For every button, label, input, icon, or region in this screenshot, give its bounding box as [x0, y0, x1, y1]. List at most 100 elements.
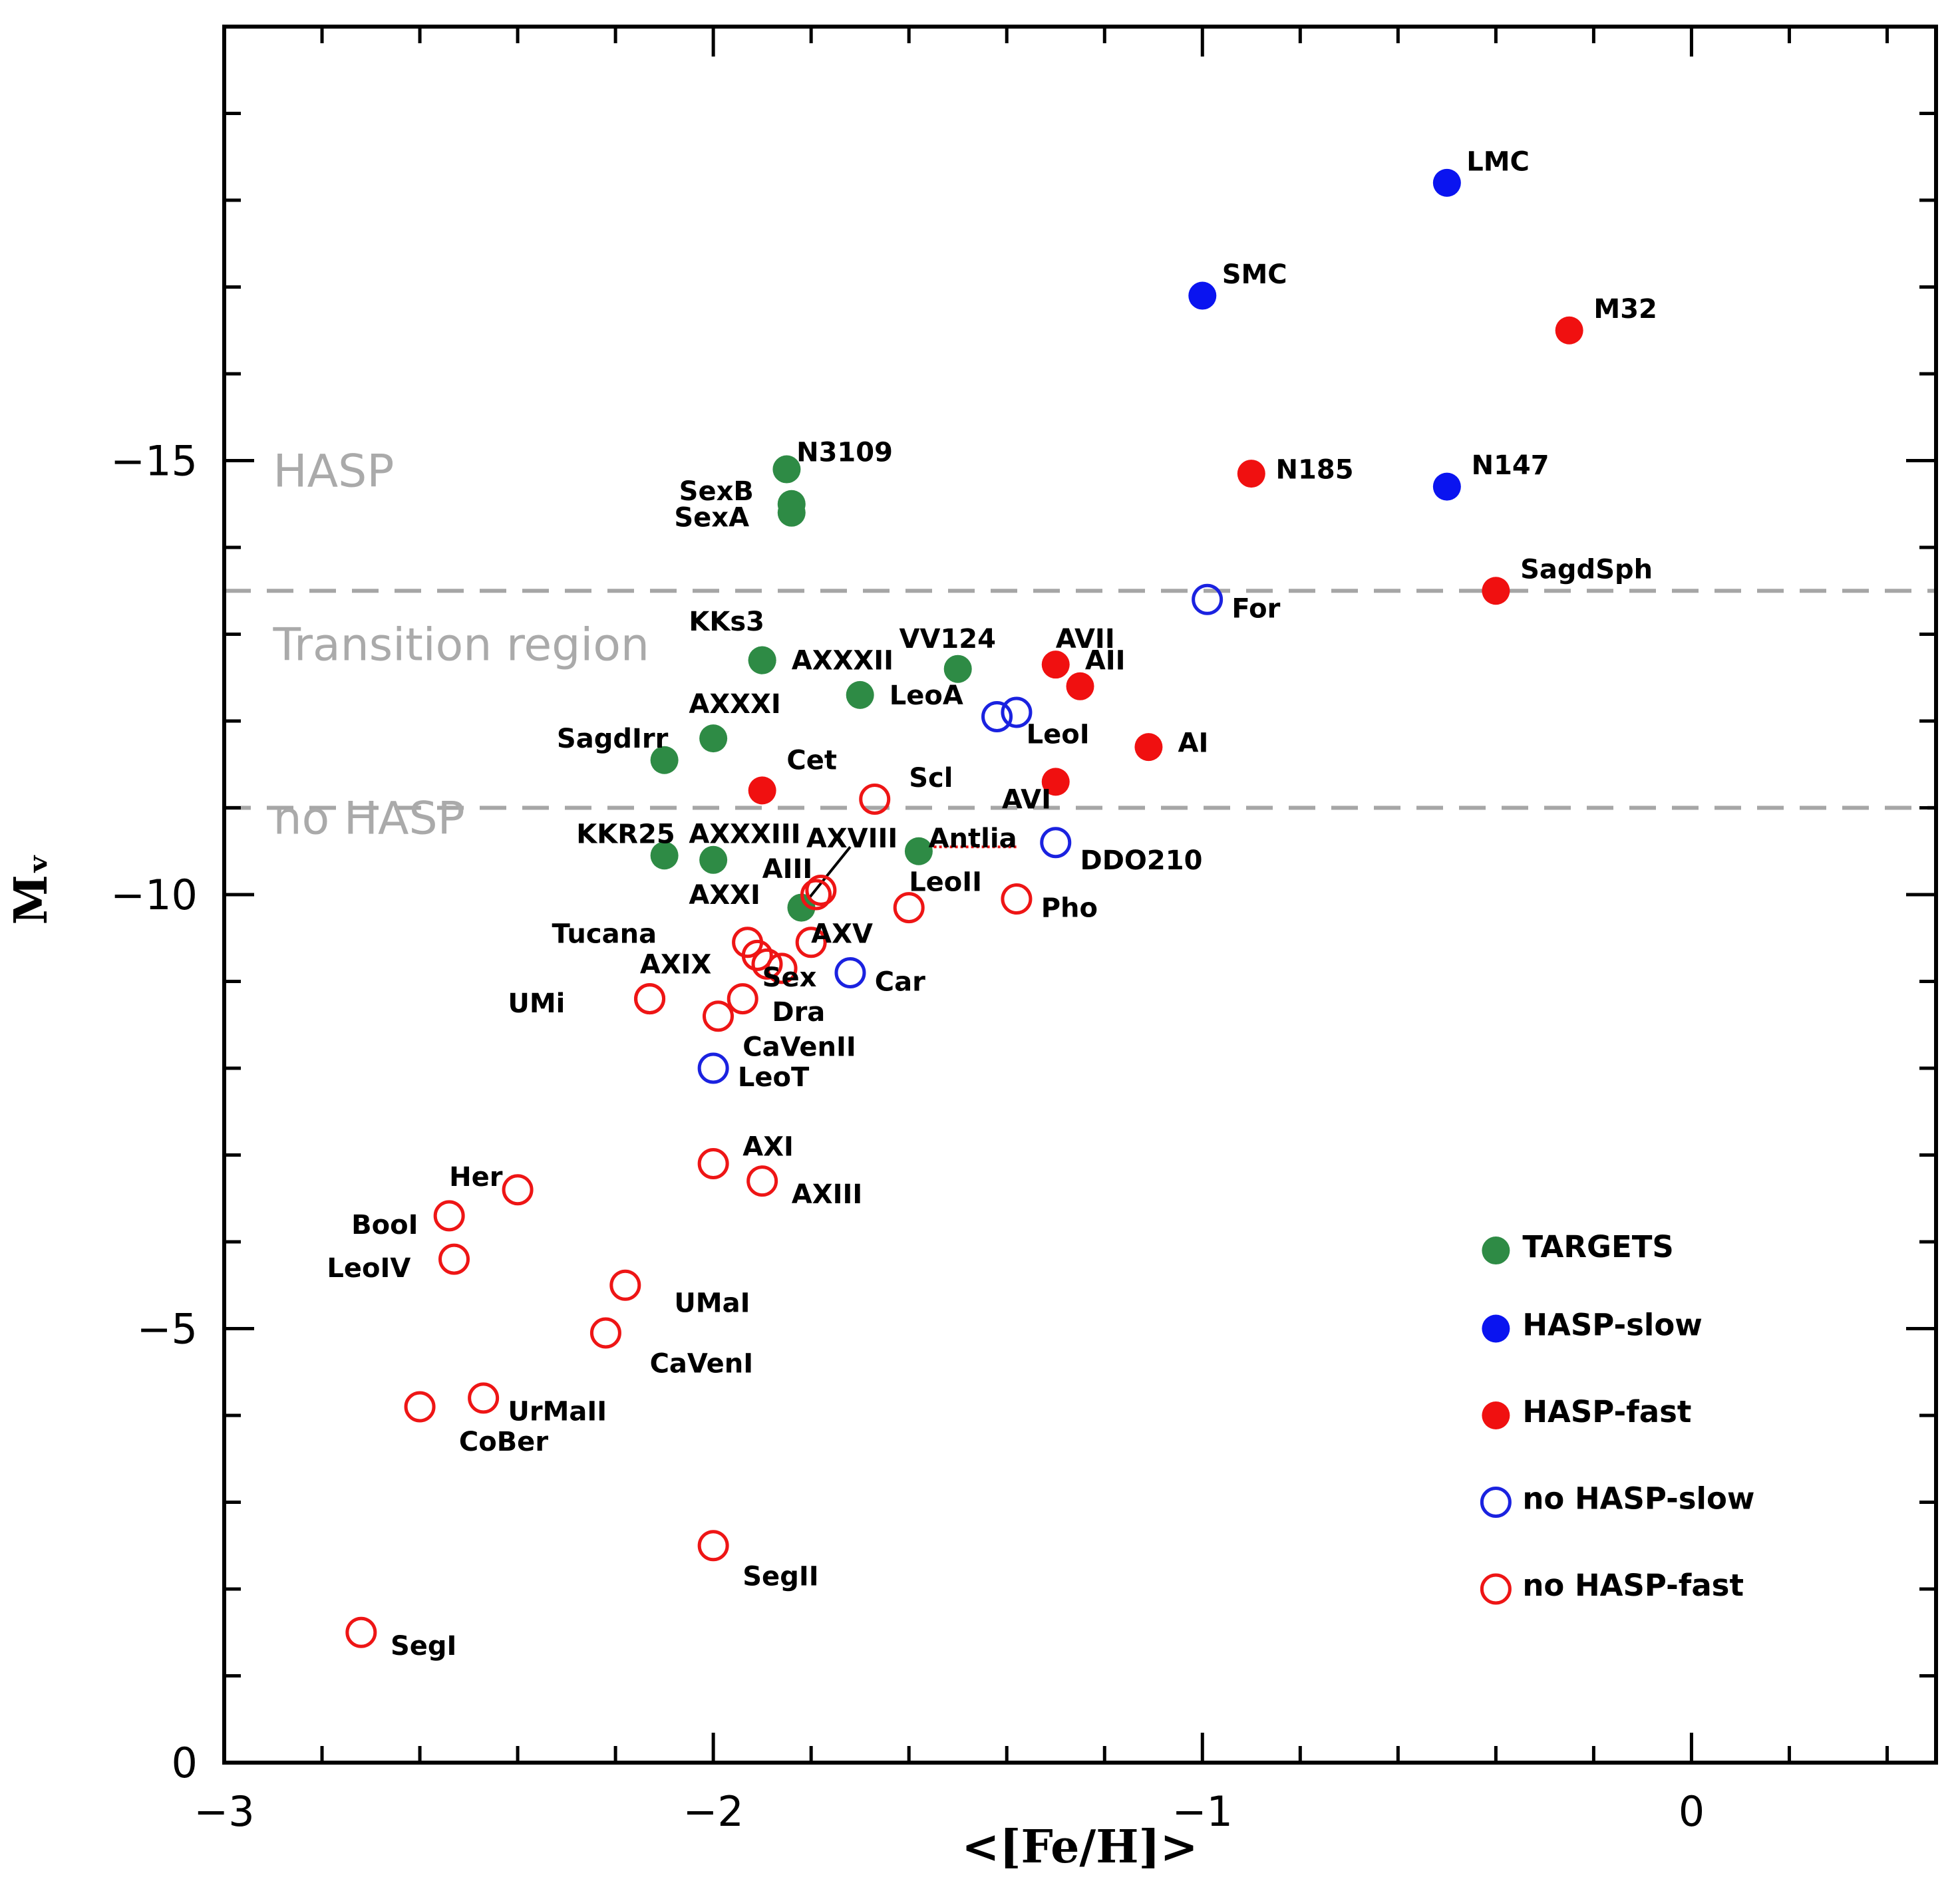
data-point-nohasp_slow [981, 700, 1013, 732]
point-label: LeoT [738, 1062, 810, 1093]
point-label: Tucana [552, 919, 657, 950]
data-point-nohasp_slow [697, 1052, 729, 1084]
legend-label: no HASP-fast [1522, 1568, 1744, 1603]
x-tick-label: −1 [1172, 1787, 1233, 1836]
data-point-nohasp_fast [766, 952, 798, 984]
point-label: UrMaII [508, 1396, 607, 1427]
point-label: Car [875, 967, 925, 998]
y-tick-label: −15 [110, 437, 198, 486]
data-points [345, 168, 1583, 1648]
data-point-hasp_slow [1432, 472, 1461, 501]
data-point-nohasp_fast [345, 1616, 377, 1648]
point-label: CaVenII [742, 1032, 856, 1062]
point-label: N147 [1472, 450, 1550, 481]
data-point-nohasp_fast [609, 1269, 641, 1301]
y-tick-label: 0 [172, 1739, 198, 1787]
point-label: KKs3 [689, 607, 764, 637]
data-point-target [787, 893, 816, 922]
data-point-target [904, 837, 933, 865]
data-point-target [777, 498, 806, 527]
point-label: LMC [1466, 146, 1530, 177]
point-label: AVII [1056, 624, 1115, 655]
point-label: AXXI [689, 880, 760, 911]
data-point-nohasp_fast [438, 1243, 470, 1275]
legend-label: HASP-fast [1522, 1394, 1691, 1429]
boundary-lines [224, 589, 1936, 810]
legend-marker-target [1482, 1237, 1510, 1265]
data-point-nohasp_fast [800, 879, 832, 911]
x-tick-label: 0 [1679, 1787, 1705, 1836]
legend-marker-nohasp_fast [1480, 1573, 1512, 1605]
point-label: SagdIrr [557, 724, 669, 754]
point-label: SegI [391, 1631, 456, 1662]
point-label: LeoIV [327, 1253, 410, 1284]
point-label: Pho [1041, 893, 1098, 924]
data-point-target [772, 455, 801, 484]
point-label: AI [1178, 728, 1209, 759]
legend: TARGETS HASP-slow HASP-fast no HASP-slow no … [1480, 1229, 1754, 1605]
x-axis-title: <[Fe/H]> [961, 1820, 1198, 1874]
point-label: DDO210 [1080, 845, 1203, 876]
point-label: AXXXI [689, 689, 780, 720]
point-label: VV124 [899, 624, 995, 655]
data-point-nohasp_fast [468, 1382, 500, 1414]
data-point-nohasp_fast [697, 1530, 729, 1562]
point-label: LeoII [909, 867, 982, 897]
point-label: For [1231, 593, 1280, 624]
data-point-nohasp_fast [589, 1317, 621, 1349]
point-label: AXIII [792, 1179, 862, 1210]
data-point-nohasp_slow [1040, 827, 1072, 859]
data-point-nohasp_fast [502, 1174, 534, 1206]
data-point-hasp_fast [1237, 460, 1265, 488]
point-label: N3109 [796, 437, 893, 468]
data-point-nohasp_slow [1001, 696, 1033, 728]
point-label: Cet [786, 746, 837, 776]
data-point-nohasp_fast [893, 892, 925, 924]
point-label: SexA [674, 502, 749, 533]
data-point-hasp_slow [1188, 281, 1217, 310]
legend-marker-hasp_fast [1482, 1401, 1510, 1429]
legend-label: no HASP-slow [1522, 1481, 1754, 1517]
point-label: AVI [1002, 784, 1051, 815]
point-label: AII [1085, 646, 1126, 676]
y-tick-label: −5 [137, 1305, 198, 1354]
point-label: Scl [909, 763, 953, 794]
point-label: CoBer [459, 1427, 548, 1457]
point-label: SexB [679, 476, 754, 507]
point-label: LeoI [1027, 720, 1090, 750]
data-point-target [699, 845, 728, 874]
y-axis-title: Mᵥ [5, 853, 58, 925]
point-label: Her [449, 1162, 503, 1193]
point-label: AXVIII [806, 823, 898, 854]
data-point-target [650, 841, 679, 870]
point-label: Sex [762, 962, 817, 993]
point-label: CaVenI [650, 1349, 754, 1380]
data-point-target [943, 655, 972, 683]
data-point-nohasp_fast [859, 783, 891, 815]
point-label: M32 [1593, 294, 1657, 325]
data-point-nohasp_fast [746, 1165, 778, 1197]
data-point-target [650, 746, 679, 774]
data-point-hasp_fast [1041, 651, 1070, 679]
point-label: UMi [508, 988, 565, 1019]
data-point-nohasp_fast [433, 1200, 465, 1232]
point-label: AXV [811, 919, 873, 950]
point-label: LeoA [890, 680, 963, 711]
point-label: N185 [1276, 455, 1354, 486]
axis-ticks [222, 27, 1936, 1765]
point-label: BooI [351, 1210, 418, 1240]
data-point-nohasp_fast [741, 939, 773, 971]
point-label: SegII [742, 1561, 818, 1592]
point-label: AXIX [640, 949, 712, 980]
region-label: HASP [273, 446, 395, 498]
legend-marker-hasp_slow [1482, 1314, 1510, 1343]
region-labels: HASP Transition region no HASP [273, 446, 650, 845]
data-point-nohasp_fast [702, 1000, 734, 1032]
data-point-nohasp_fast [404, 1391, 436, 1423]
data-point-hasp_fast [1041, 768, 1070, 796]
legend-label: HASP-slow [1522, 1308, 1702, 1343]
point-label: KKR25 [576, 819, 675, 850]
region-label: Transition region [273, 619, 650, 672]
data-point-hasp_fast [1482, 577, 1510, 605]
